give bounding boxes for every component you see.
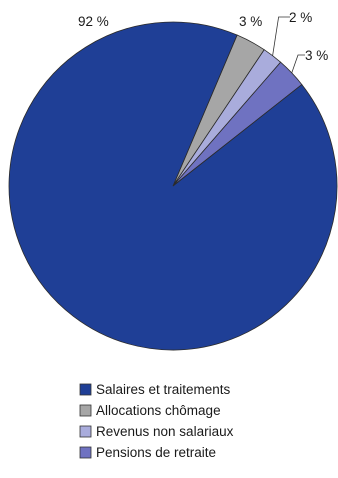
slice-value-labels: 92 % 3 % 2 % 3 % <box>78 10 328 63</box>
legend-label-revenus-non-salariaux: Revenus non salariaux <box>96 424 234 439</box>
legend-swatch-salaires-et-traitements <box>79 383 92 396</box>
legend-label-allocations-chomage: Allocations chômage <box>96 403 221 418</box>
legend-swatch-allocations-chomage <box>79 404 92 417</box>
value-label-revenus-non-salariaux: 2 % <box>289 10 312 25</box>
leader-line-pensions-de-retraite <box>291 54 305 74</box>
value-label-pensions-de-retraite: 3 % <box>305 48 328 63</box>
pie-slices <box>8 21 338 351</box>
value-label-allocations-chomage: 3 % <box>239 14 262 29</box>
value-label-salaires-et-traitements: 92 % <box>78 14 109 29</box>
leader-line-revenus-non-salariaux <box>272 16 290 56</box>
legend-label-pensions-de-retraite: Pensions de retraite <box>96 445 216 460</box>
pie-slice-salaires-et-traitements <box>8 21 338 351</box>
legend: Salaires et traitements Allocations chôma… <box>79 382 234 460</box>
legend-swatch-revenus-non-salariaux <box>79 425 92 438</box>
legend-swatch-pensions-de-retraite <box>79 446 92 459</box>
leader-lines <box>272 16 305 74</box>
legend-label-salaires-et-traitements: Salaires et traitements <box>96 382 231 397</box>
